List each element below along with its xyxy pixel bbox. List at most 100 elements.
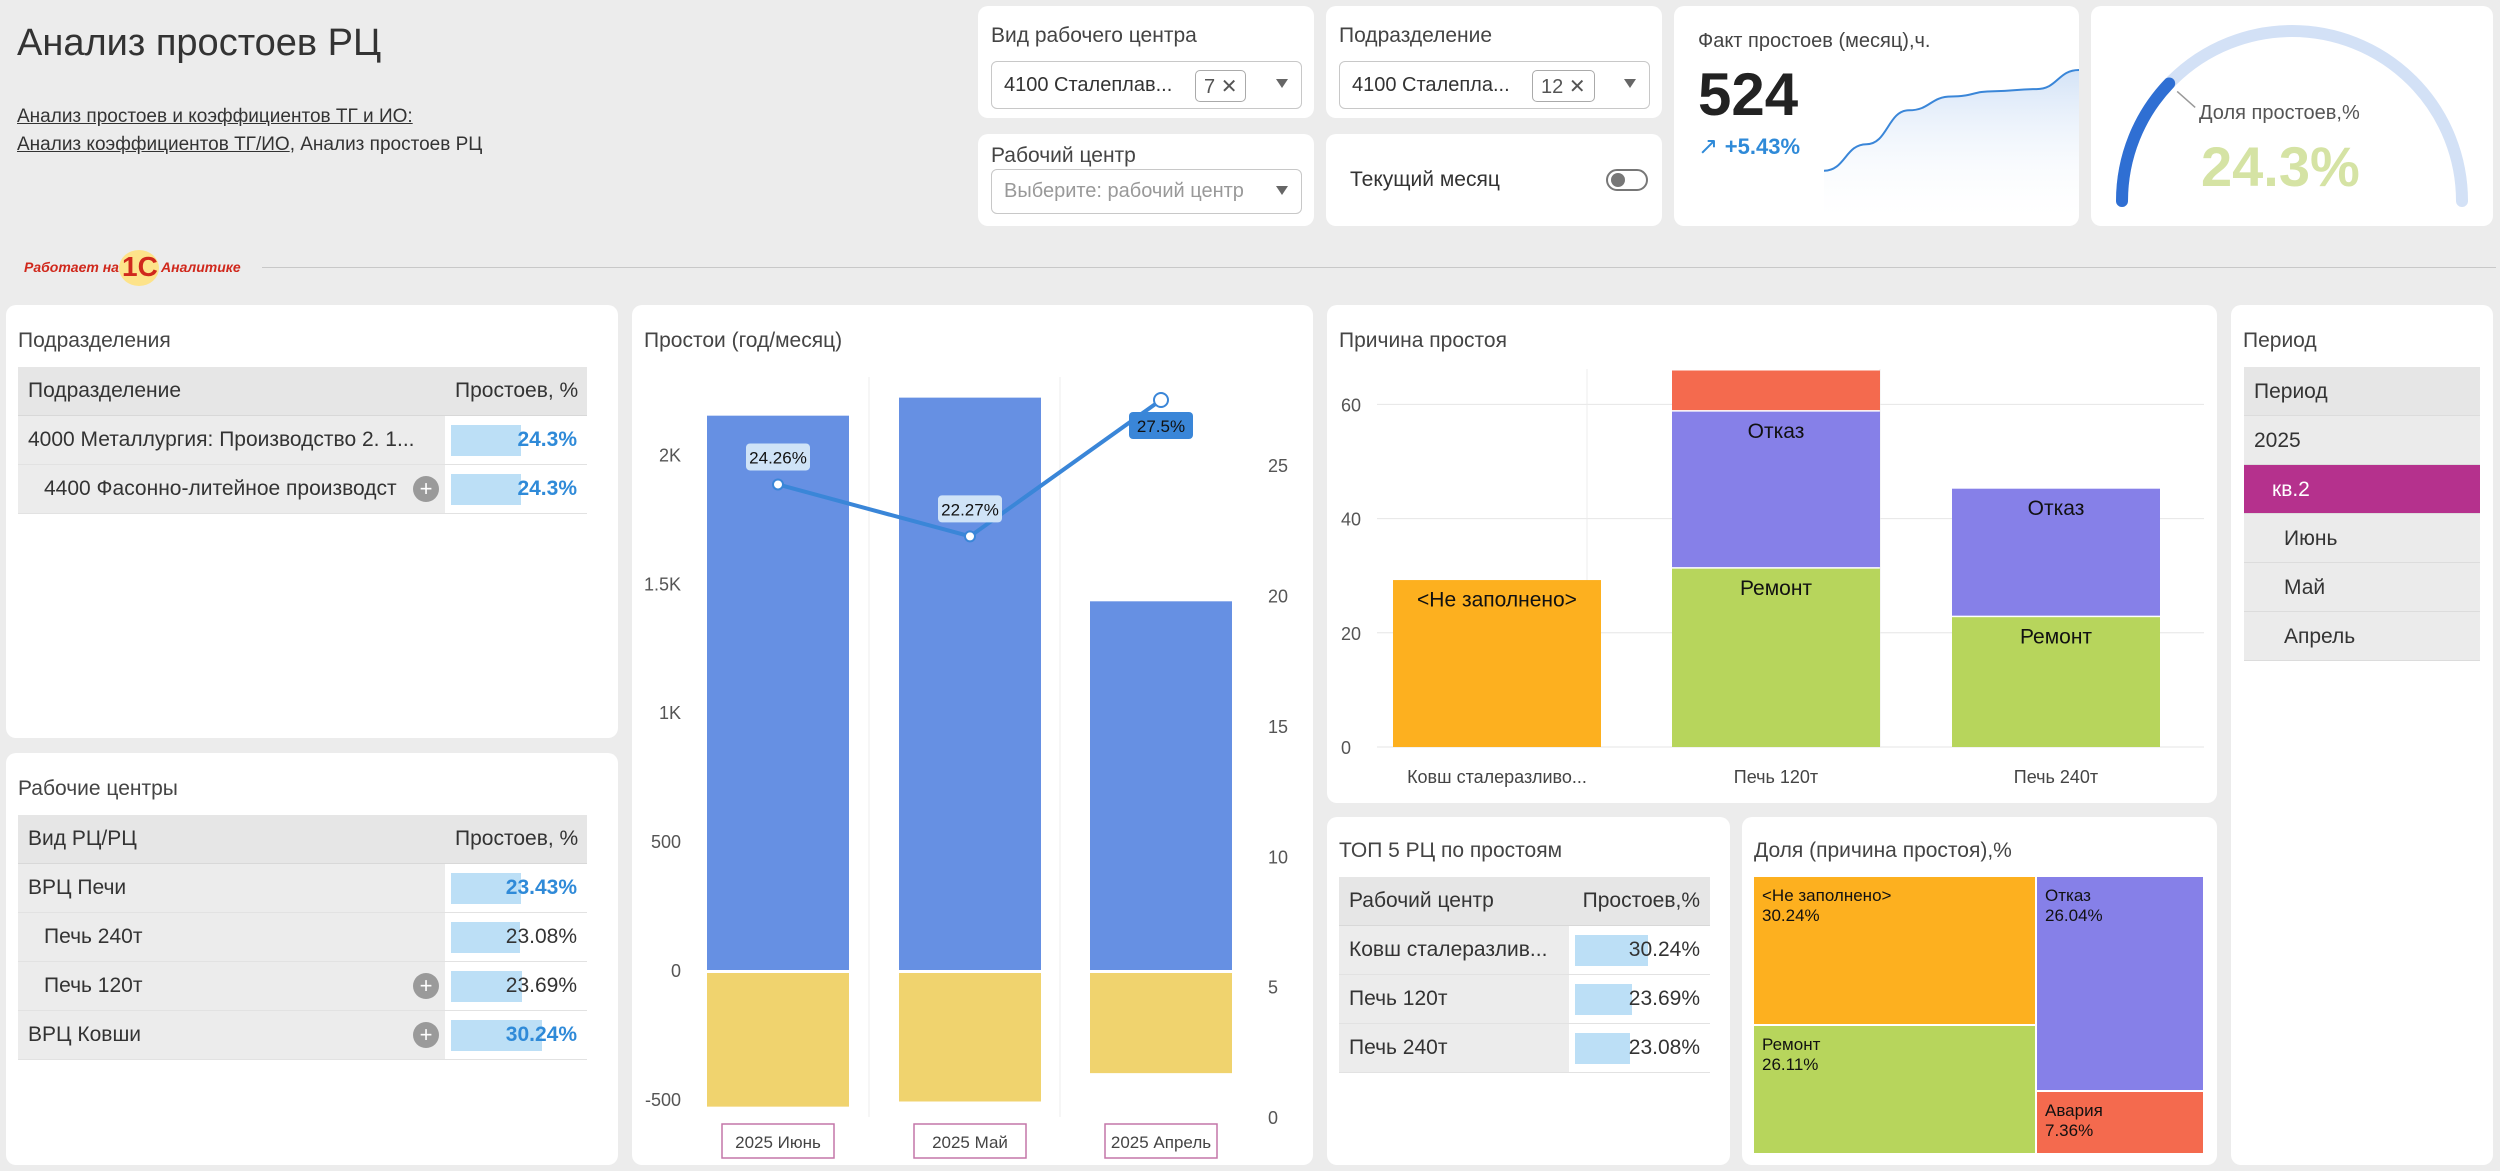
x-tick-label: 2025 Май	[932, 1133, 1008, 1152]
row-pct: 23.08%	[445, 912, 587, 962]
table-row[interactable]: ВРЦ Ковши +30.24%	[18, 1010, 587, 1060]
arrow-up-right-icon: ↗	[1698, 133, 1719, 160]
header-divider	[262, 267, 2496, 268]
downtime-combo-chart: 2K 1.5K 1K 500 0 -500 25 20 15 10 5 0 24.26% 22.27% 27…	[644, 377, 1288, 1159]
table-row[interactable]: ВРЦ Печи 23.43%	[18, 863, 587, 913]
gauge-fill	[2116, 77, 2176, 207]
filter-wc-type-value: 4100 Сталеплав...	[1004, 74, 1173, 96]
row-name: 4000 Металлургия: Производство 2. 1...	[18, 415, 445, 465]
logo-suffix: Аналитике	[161, 259, 241, 275]
y-tick-label: 0	[1341, 738, 1351, 758]
filter-work-center-panel: Рабочий центр Выберите: рабочий центр	[978, 134, 1314, 226]
treemap-tile-label: Авария	[2045, 1101, 2103, 1120]
data-label: 22.27%	[941, 500, 999, 519]
table-row[interactable]: Печь 120т 23.69%	[1339, 974, 1710, 1024]
downtime-chart-title: Простои (год/месяц)	[644, 329, 843, 352]
treemap-tile-repair[interactable]: Ремонт 26.11%	[1754, 1026, 2035, 1153]
current-month-toggle[interactable]	[1606, 169, 1648, 191]
page-title: Анализ простоев РЦ	[17, 22, 382, 64]
row-name-text: Печь 120т	[1349, 986, 1448, 1010]
period-month-april[interactable]: Апрель	[2244, 612, 2480, 661]
row-pct: 23.69%	[1569, 974, 1710, 1024]
downtime-bar	[899, 397, 1041, 970]
logo-prefix: Работает на	[24, 259, 119, 275]
row-pct-text: 23.69%	[1628, 986, 1700, 1010]
period-month-june[interactable]: Июнь	[2244, 514, 2480, 563]
logo-1c-icon	[119, 250, 159, 286]
row-pct-text: 23.69%	[505, 973, 577, 997]
expand-plus-icon[interactable]: +	[413, 475, 439, 502]
y-right-tick-label: 15	[1268, 717, 1288, 737]
chevron-down-icon[interactable]	[1276, 186, 1288, 195]
expand-plus-icon[interactable]: +	[413, 1021, 439, 1048]
treemap-tile-value: 26.11%	[1762, 1055, 1819, 1074]
treemap-tile-accident[interactable]: Авария 7.36%	[2037, 1092, 2203, 1153]
cause-stacked-chart: 60 40 20 0 <Не заполнено> Ковш сталеразливо..…	[1341, 369, 2204, 787]
y-tick-label: 40	[1341, 510, 1361, 530]
table-row[interactable]: Печь 240т 23.08%	[1339, 1023, 1710, 1073]
y-right-tick-label: 20	[1268, 587, 1288, 607]
period-month-may[interactable]: Май	[2244, 563, 2480, 612]
row-pct: 30.24%	[445, 1010, 587, 1060]
filter-wc-type-count: 7	[1204, 76, 1216, 98]
kpi-value: 524	[1698, 61, 1799, 128]
y-left-tick-label: 1K	[659, 703, 681, 723]
segment-label: Ремонт	[1740, 577, 1812, 600]
gauge-chart	[2116, 25, 2468, 207]
treemap-tile-refusal[interactable]: Отказ 26.04%	[2037, 877, 2203, 1090]
divisions-panel: Подразделения Подразделение Простоев, % 4…	[6, 305, 618, 738]
downtime-negative-bar	[1090, 973, 1232, 1074]
filter-wc-type-select[interactable]: 4100 Сталеплав... 7 ✕	[991, 61, 1302, 109]
period-quarter-2[interactable]: кв.2	[2244, 465, 2480, 514]
chevron-down-icon[interactable]	[1276, 79, 1288, 88]
table-row[interactable]: Печь 120т +23.69%	[18, 961, 587, 1011]
gauge-pointer-tick	[2176, 90, 2196, 109]
filter-division-count-chip[interactable]: 12 ✕	[1532, 70, 1595, 102]
row-pct: 30.24%	[1569, 925, 1710, 975]
y-right-tick-label: 25	[1268, 456, 1288, 476]
breadcrumb-link-coefficients[interactable]: Анализ коэффициентов ТГ/ИО	[17, 134, 290, 155]
pct-bar	[451, 970, 522, 1002]
row-pct: 24.3%	[445, 415, 587, 465]
stacked-segment	[1672, 411, 1880, 568]
filter-wc-type-count-chip[interactable]: 7 ✕	[1195, 70, 1247, 102]
clear-icon[interactable]: ✕	[1220, 76, 1238, 98]
chevron-down-icon[interactable]	[1624, 79, 1636, 88]
row-name-text: ВРЦ Ковши	[28, 1022, 142, 1046]
top5-panel: ТОП 5 РЦ по простоям Рабочий центр Просто…	[1327, 817, 1730, 1165]
share-point	[772, 478, 784, 491]
y-right-tick-label: 5	[1268, 978, 1278, 998]
filter-division-value: 4100 Сталепла...	[1352, 74, 1510, 96]
downtime-bar	[707, 415, 849, 970]
table-row[interactable]: Ковш сталеразлив... 30.24%	[1339, 925, 1710, 975]
treemap-tile-value: 7.36%	[2045, 1121, 2094, 1140]
table-row[interactable]: Печь 240т 23.08%	[18, 912, 587, 962]
table-row[interactable]: 4000 Металлургия: Производство 2. 1... 24…	[18, 415, 587, 465]
pct-bar	[1575, 934, 1648, 966]
expand-plus-icon[interactable]: +	[413, 972, 439, 999]
filter-work-center-select[interactable]: Выберите: рабочий центр	[991, 169, 1302, 214]
data-label: 24.26%	[749, 448, 807, 467]
period-header: Период	[2244, 367, 2480, 416]
downtime-negative-bar	[899, 973, 1041, 1102]
breadcrumb: Анализ простоев и коэффициентов ТГ и ИО:…	[17, 103, 482, 159]
row-pct: 23.43%	[445, 863, 587, 913]
row-pct: 23.08%	[1569, 1023, 1710, 1073]
kpi-card: Факт простоев (месяц),ч. 524 ↗ +5.43%	[1674, 6, 2079, 226]
clear-icon[interactable]: ✕	[1568, 76, 1586, 98]
gauge-label: Доля простоев,%	[2199, 102, 2360, 124]
top5-table: Рабочий центр Простоев,% Ковш сталеразлив…	[1339, 877, 1710, 1073]
treemap-panel: Доля (причина простоя),% <Не заполнено> 3…	[1742, 817, 2217, 1165]
table-row[interactable]: 4400 Фасонно-литейное производст +24.3%	[18, 464, 587, 514]
y-left-tick-label: 1.5K	[644, 574, 681, 594]
pct-bar	[451, 872, 521, 904]
current-month-label: Текущий месяц	[1350, 168, 1500, 191]
filter-division-select[interactable]: 4100 Сталепла... 12 ✕	[1339, 61, 1650, 109]
treemap-tile-unfilled[interactable]: <Не заполнено> 30.24%	[1754, 877, 2035, 1024]
period-year-2025[interactable]: 2025	[2244, 416, 2480, 465]
treemap-title: Доля (причина простоя),%	[1754, 839, 2012, 862]
divisions-table: Подразделение Простоев, % 4000 Металлурги…	[18, 367, 587, 514]
share-point	[1153, 392, 1169, 408]
breadcrumb-link-analysis[interactable]: Анализ простоев и коэффициентов ТГ и ИО:	[17, 106, 413, 127]
y-right-tick-label: 10	[1268, 847, 1288, 867]
